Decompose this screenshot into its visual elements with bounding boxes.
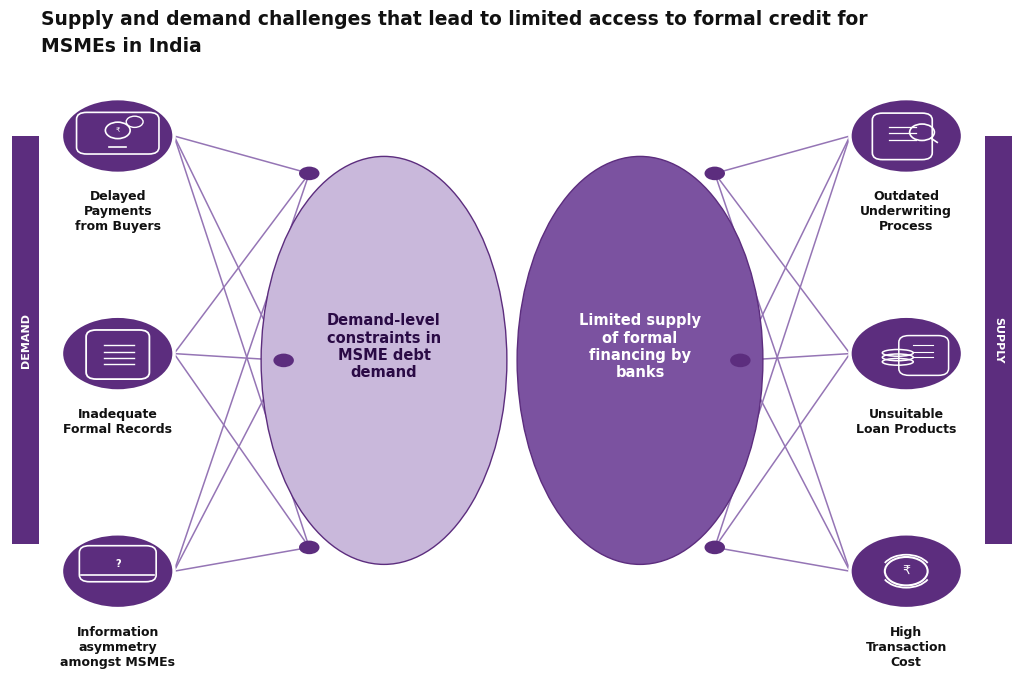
Circle shape [705,167,725,180]
Circle shape [61,316,174,391]
Text: Limited supply
of formal
financing by
banks: Limited supply of formal financing by ba… [579,313,701,380]
Circle shape [61,534,174,609]
Text: Demand-level
constraints in
MSME debt
demand: Demand-level constraints in MSME debt de… [327,313,441,380]
Ellipse shape [261,156,507,564]
Text: SUPPLY: SUPPLY [993,317,1004,363]
Text: ?: ? [115,559,121,568]
Text: DEMAND: DEMAND [20,313,31,367]
FancyBboxPatch shape [12,136,39,544]
Text: Delayed
Payments
from Buyers: Delayed Payments from Buyers [75,190,161,233]
Text: Information
asymmetry
amongst MSMEs: Information asymmetry amongst MSMEs [60,626,175,668]
Circle shape [299,541,319,554]
Text: Supply and demand challenges that lead to limited access to formal credit for: Supply and demand challenges that lead t… [41,10,867,29]
Text: Inadequate
Formal Records: Inadequate Formal Records [63,408,172,436]
FancyBboxPatch shape [985,136,1012,544]
Circle shape [850,99,963,173]
Circle shape [299,167,319,180]
Text: MSMEs in India: MSMEs in India [41,37,202,56]
Circle shape [850,316,963,391]
Circle shape [273,354,294,367]
Circle shape [730,354,751,367]
Text: Unsuitable
Loan Products: Unsuitable Loan Products [856,408,956,436]
Circle shape [61,99,174,173]
Ellipse shape [517,156,763,564]
Circle shape [705,541,725,554]
Text: High
Transaction
Cost: High Transaction Cost [865,626,947,668]
Circle shape [850,534,963,609]
Text: ₹: ₹ [902,564,910,578]
Text: Outdated
Underwriting
Process: Outdated Underwriting Process [860,190,952,233]
Text: ₹: ₹ [116,127,120,133]
